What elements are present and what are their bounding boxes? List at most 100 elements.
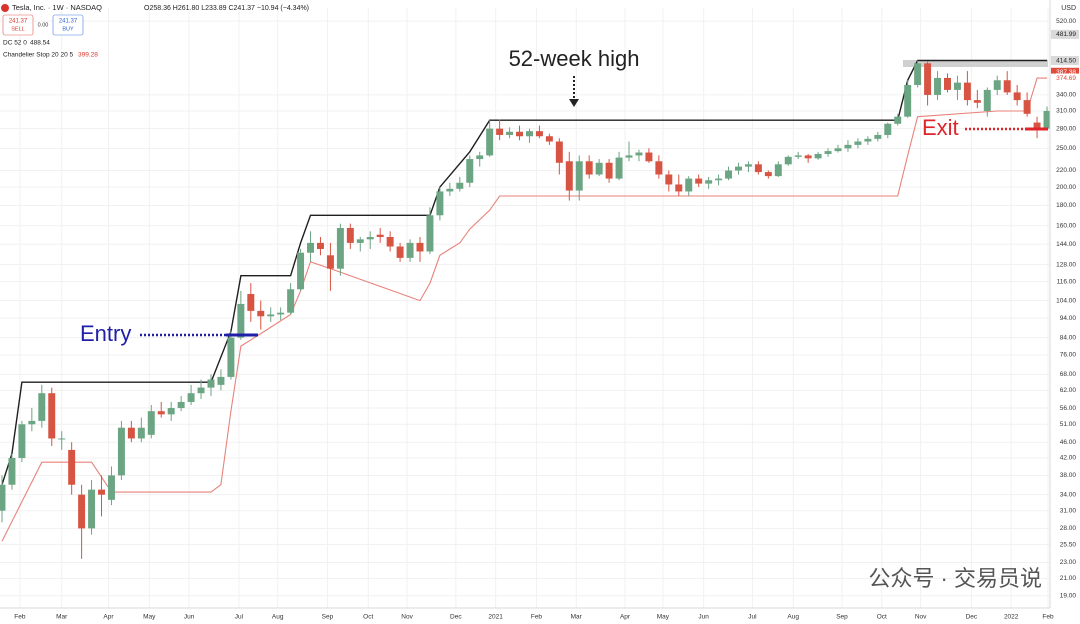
y-tick-label: 34.00 <box>1060 491 1077 498</box>
y-tick-label: 280.00 <box>1056 125 1076 132</box>
candle-body <box>854 141 862 145</box>
sell-price: 241.37 <box>9 19 28 25</box>
symbol-icon <box>1 4 9 12</box>
candle-body <box>804 155 812 159</box>
y-tick-label: 46.00 <box>1060 439 1077 446</box>
y-tick-label: 200.00 <box>1056 184 1076 191</box>
candle-body <box>28 420 36 425</box>
x-tick-label: Jul <box>235 614 244 621</box>
candle-body <box>426 215 434 252</box>
candle-body <box>277 312 285 315</box>
candles <box>0 60 1051 559</box>
y-tick-label: 310.00 <box>1056 108 1076 115</box>
candle-body <box>396 246 404 258</box>
time-axis <box>0 608 1080 624</box>
candle-body <box>237 303 245 338</box>
price-label: 387.38 <box>1056 69 1076 76</box>
y-tick-label: 160.00 <box>1056 223 1076 230</box>
candle-body <box>386 236 394 247</box>
candle-body <box>207 379 215 388</box>
candle-body <box>18 424 26 458</box>
y-tick-label: 104.00 <box>1056 297 1076 304</box>
candle-body <box>894 116 902 124</box>
candle-body <box>287 289 295 313</box>
candle-body <box>307 242 315 253</box>
y-tick-label: 128.00 <box>1056 261 1076 268</box>
y-tick-label: 340.00 <box>1056 92 1076 99</box>
y-tick-label: 28.00 <box>1060 525 1077 532</box>
y-tick-label: 180.00 <box>1056 202 1076 209</box>
candle-body <box>68 449 76 485</box>
price-label: 481.99 <box>1056 31 1076 38</box>
candle-body <box>506 131 514 135</box>
candle-body <box>665 174 673 185</box>
candle-body <box>695 178 703 184</box>
y-tick-label: 68.00 <box>1060 371 1077 378</box>
candle-body <box>366 236 374 240</box>
candle-body <box>496 128 504 135</box>
candle-body <box>1023 100 1031 114</box>
candle-body <box>824 151 832 154</box>
candle-body <box>705 180 713 184</box>
candle-body <box>535 131 543 137</box>
spread: 0.00 <box>38 22 49 28</box>
y-tick-label: 220.00 <box>1056 167 1076 174</box>
x-tick-label: Nov <box>915 614 927 621</box>
y-tick-label: 520.00 <box>1056 18 1076 25</box>
x-tick-label: Aug <box>787 614 799 621</box>
candle-body <box>754 164 762 173</box>
candle-body <box>107 475 115 500</box>
candle-body <box>585 161 593 175</box>
candle-body <box>645 152 653 162</box>
x-tick-label: Oct <box>877 614 887 621</box>
y-tick-label: 42.00 <box>1060 455 1077 462</box>
candle-body <box>1003 80 1011 93</box>
sell-button[interactable] <box>2 14 34 36</box>
candle-body <box>595 162 603 175</box>
x-tick-label: Sep <box>836 614 848 621</box>
indicator-value: 399.28 <box>78 52 98 59</box>
candle-body <box>486 128 494 156</box>
y-tick-label: 76.00 <box>1060 352 1077 359</box>
x-tick-label: May <box>143 614 156 621</box>
x-tick-label: Mar <box>56 614 68 621</box>
y-tick-label: 51.00 <box>1060 421 1077 428</box>
x-tick-label: Aug <box>272 614 284 621</box>
x-tick-label: Mar <box>571 614 583 621</box>
price-axis <box>1050 0 1080 624</box>
candle-body <box>516 131 524 137</box>
currency: USD <box>1061 5 1076 12</box>
candle-body <box>764 172 772 177</box>
price-label: 414.50 <box>1056 57 1076 64</box>
candle-body <box>625 155 633 158</box>
indicator-legend: DC 52 0 <box>3 40 27 47</box>
candle-body <box>58 438 66 440</box>
candle-body <box>8 457 16 485</box>
candle-body <box>904 85 912 117</box>
grid <box>0 8 1050 608</box>
candle-body <box>157 411 165 415</box>
buy-label: BUY <box>62 26 74 32</box>
x-tick-label: Oct <box>363 614 373 621</box>
ohlc: O258.36 H261.80 L233.89 C241.37 −10.94 (… <box>144 5 309 12</box>
candle-body <box>575 161 583 191</box>
candle-body <box>993 80 1001 90</box>
candle-body <box>217 376 225 385</box>
watermark: 公众号 · 交易员说 <box>868 566 1042 591</box>
y-tick-label: 62.00 <box>1060 387 1077 394</box>
candle-body <box>525 131 533 137</box>
candle-body <box>784 156 792 165</box>
x-tick-label: Jul <box>748 614 757 621</box>
y-tick-label: 144.00 <box>1056 241 1076 248</box>
candle-body <box>137 427 145 439</box>
candle-body <box>1033 122 1041 129</box>
candle-body <box>605 162 613 179</box>
candle-body <box>844 144 852 149</box>
candle-body <box>774 164 782 177</box>
y-tick-label: 84.00 <box>1060 334 1077 341</box>
y-tick-label: 21.00 <box>1060 575 1077 582</box>
candle-body <box>874 134 882 139</box>
buy-button[interactable] <box>52 14 84 36</box>
x-tick-label: Feb <box>531 614 543 621</box>
